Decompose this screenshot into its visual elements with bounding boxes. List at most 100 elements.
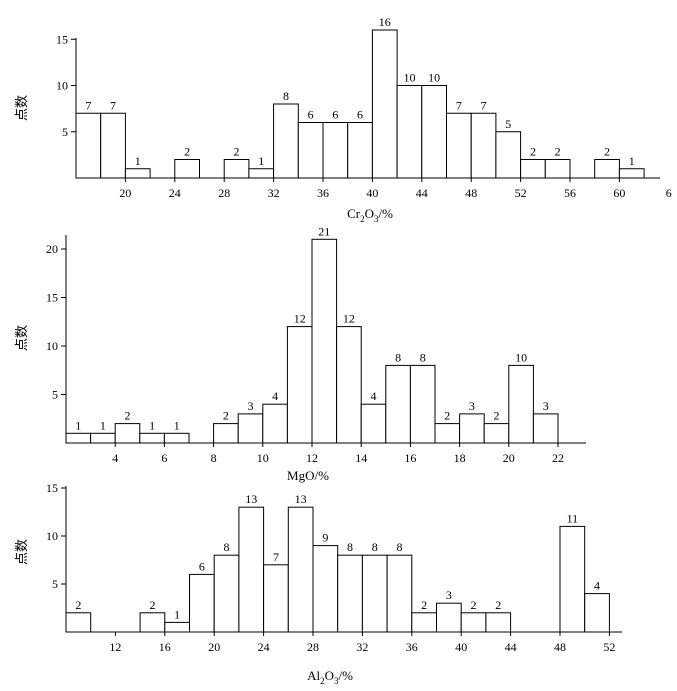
bar-count-label: 10 xyxy=(515,350,527,364)
histogram-bar xyxy=(559,525,586,633)
histogram-bar xyxy=(124,168,151,179)
x-tick-label: 36 xyxy=(406,640,418,654)
x-tick-label: 40 xyxy=(366,186,378,200)
x-tick-label: 24 xyxy=(258,640,270,654)
bar-count-label: 8 xyxy=(372,540,378,554)
histogram-bar xyxy=(139,612,166,633)
y-tick-label: 5 xyxy=(52,388,58,402)
histogram-bar xyxy=(213,423,239,444)
x-tick-label: 24 xyxy=(169,186,181,200)
x-tick-label: 48 xyxy=(554,640,566,654)
x-tick-label: 20 xyxy=(119,186,131,200)
x-axis-title-subscript: 3 xyxy=(334,676,339,686)
histogram-bar xyxy=(508,364,534,444)
x-axis-title-text: O xyxy=(365,206,374,221)
x-tick-label: 48 xyxy=(465,186,477,200)
bar-count-label: 7 xyxy=(110,98,116,112)
bar-count-label: 1 xyxy=(135,154,141,168)
histogram-bar xyxy=(409,364,436,444)
y-tick-label: 15 xyxy=(46,481,58,495)
histogram-bar xyxy=(336,326,362,444)
x-axis-title-subscript: 3 xyxy=(374,214,379,224)
x-tick-label: 44 xyxy=(416,186,428,200)
histogram-bar xyxy=(238,506,265,633)
y-tick-label: 5 xyxy=(52,577,58,591)
bar-count-label: 21 xyxy=(318,224,330,238)
x-tick-label: 32 xyxy=(356,640,368,654)
x-axis-title-text: Al xyxy=(307,668,320,683)
histogram-bar xyxy=(213,554,240,633)
x-tick-label: 10 xyxy=(257,451,269,465)
bar-count-label: 1 xyxy=(629,154,635,168)
bar-count-label: 7 xyxy=(481,98,487,112)
x-tick-label: 56 xyxy=(564,186,576,200)
histogram-bar xyxy=(459,413,485,444)
x-tick-label: 44 xyxy=(505,640,517,654)
bar-count-label: 1 xyxy=(149,418,155,432)
bar-count-label: 2 xyxy=(149,598,155,612)
histogram-bar xyxy=(311,238,338,444)
histogram-bar xyxy=(65,612,92,633)
histogram-bar xyxy=(483,423,510,444)
bar-count-label: 1 xyxy=(75,418,81,432)
bar-count-label: 8 xyxy=(347,540,353,554)
histogram-bar xyxy=(618,168,645,179)
bar-count-label: 5 xyxy=(505,117,511,131)
y-tick-label: 15 xyxy=(56,32,68,46)
histogram-bar xyxy=(263,564,289,633)
histogram-bar xyxy=(65,432,92,444)
histogram-bar xyxy=(460,612,487,633)
y-tick-label: 15 xyxy=(46,291,58,305)
histogram-bar xyxy=(262,403,288,444)
histogram-bar xyxy=(237,413,264,444)
bar-count-label: 4 xyxy=(594,579,600,593)
bar-count-label: 1 xyxy=(174,607,180,621)
x-axis-title-text: Cr xyxy=(347,206,361,221)
x-tick-label: 18 xyxy=(454,451,466,465)
x-axis-title-subscript: 2 xyxy=(320,676,325,686)
histogram-bar xyxy=(436,602,462,633)
x-tick-label: 16 xyxy=(159,640,171,654)
bar-count-label: 2 xyxy=(125,409,131,423)
bar-count-label: 9 xyxy=(322,531,328,545)
bar-count-label: 2 xyxy=(530,145,536,159)
bar-count-label: 3 xyxy=(543,399,549,413)
histogram-bar xyxy=(532,413,559,444)
histogram-bar xyxy=(287,506,314,633)
x-tick-label: 20 xyxy=(503,451,515,465)
bar-count-label: 6 xyxy=(308,108,314,122)
histogram-bar xyxy=(584,593,610,633)
bar-count-label: 2 xyxy=(234,145,240,159)
histogram-bar xyxy=(594,159,620,179)
histogram-bar xyxy=(396,85,423,179)
histogram-bar xyxy=(495,131,522,179)
histogram-bar xyxy=(322,122,349,179)
bar-count-label: 7 xyxy=(273,550,279,564)
histogram-bar xyxy=(174,159,201,179)
histogram-bar xyxy=(544,159,571,179)
bar-count-label: 1 xyxy=(100,418,106,432)
bar-count-label: 11 xyxy=(567,511,579,525)
y-axis-title: 点数 xyxy=(14,325,29,351)
x-axis-title: MgO/% xyxy=(287,468,329,483)
bar-count-label: 3 xyxy=(469,399,475,413)
bar-count-label: 13 xyxy=(295,492,307,506)
histogram-bar xyxy=(337,554,363,633)
x-axis-title: Cr2O3/% xyxy=(347,206,393,224)
bar-count-label: 7 xyxy=(456,98,462,112)
x-tick-label: 32 xyxy=(268,186,280,200)
bar-count-label: 2 xyxy=(494,409,500,423)
x-axis-title-text: /% xyxy=(338,668,353,683)
y-tick-label: 20 xyxy=(46,242,58,256)
histogram-bar xyxy=(248,168,275,179)
bar-count-label: 8 xyxy=(420,350,426,364)
histogram-bar xyxy=(485,612,512,633)
bar-count-label: 2 xyxy=(604,145,610,159)
histogram-bar xyxy=(520,159,546,179)
histogram-bar xyxy=(385,364,411,444)
bar-count-label: 10 xyxy=(403,71,415,85)
